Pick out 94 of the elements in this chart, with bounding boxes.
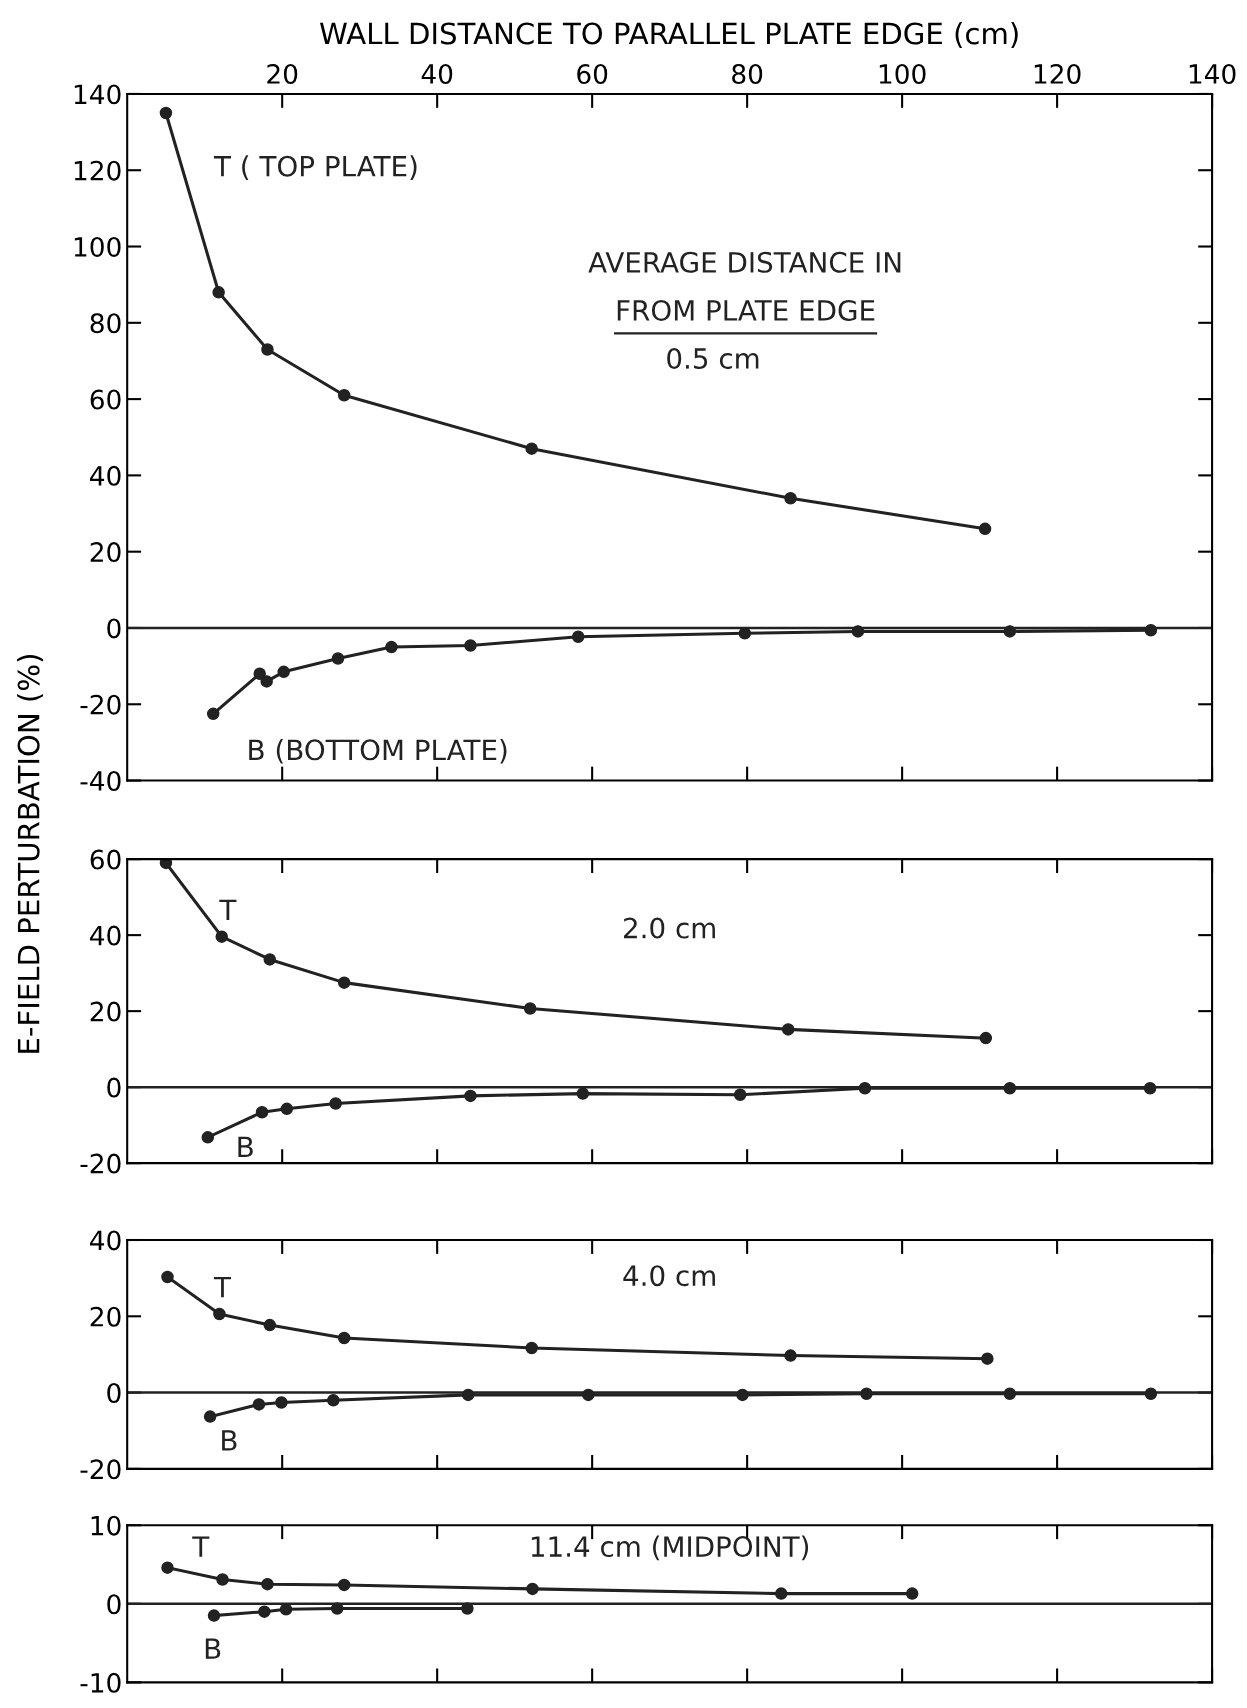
point [252, 1398, 266, 1411]
point [774, 1587, 788, 1600]
x-tick-label: 20 [267, 64, 298, 84]
point [213, 1307, 226, 1321]
point [576, 1087, 590, 1100]
series-label: B [238, 1136, 253, 1158]
point [159, 859, 173, 870]
point [525, 1341, 538, 1355]
y-tick-label: 0 [107, 1594, 121, 1615]
point [464, 1089, 477, 1103]
x-axis-title: WALL DISTANCE TO PARALLEL PLATE EDGE (cm) [319, 21, 1018, 48]
point [979, 1031, 993, 1045]
point [784, 1349, 797, 1362]
point [212, 286, 225, 299]
point [978, 522, 992, 536]
point [260, 675, 273, 688]
y-tick-label: 0 [107, 1077, 121, 1098]
point [337, 389, 351, 402]
point [215, 930, 228, 943]
x-tick-label: 60 [577, 64, 608, 84]
point [464, 639, 477, 652]
annotation: FROM PLATE EDGE [617, 299, 875, 321]
point [263, 953, 277, 966]
point [385, 640, 398, 654]
y-tick-label: 20 [90, 542, 121, 563]
point [523, 1002, 537, 1015]
y-tick-label: 0 [107, 618, 121, 639]
point [525, 442, 538, 455]
series-label: T ( TOP PLATE) [213, 155, 417, 180]
y-tick-label: 60 [90, 389, 121, 410]
series-label: B (BOTTOM PLATE) [249, 738, 507, 764]
point [981, 1352, 994, 1365]
x-tick-label: 120 [1034, 64, 1081, 84]
y-tick-label: 20 [90, 1001, 121, 1022]
point [207, 1609, 221, 1622]
series-label: B [222, 1430, 237, 1451]
y-tick-label: 140 [74, 84, 121, 105]
y-tick-label: 0 [107, 1383, 121, 1403]
point [337, 976, 351, 989]
annotation: AVERAGE DISTANCE IN [588, 251, 901, 273]
y-tick-label: 20 [90, 1306, 121, 1327]
y-tick-label: 40 [90, 465, 121, 486]
annotation: 11.4 cm (MIDPOINT) [531, 1535, 809, 1561]
annotation: 2.0 cm [624, 917, 715, 939]
y-axis-title: E-FIELD PERTURBATION (%) [17, 655, 44, 1053]
y-tick-label: 80 [90, 313, 121, 334]
point [253, 667, 266, 680]
y-tick-label: -40 [80, 771, 121, 791]
point [261, 1577, 274, 1591]
y-tick-label: -20 [80, 1153, 121, 1174]
point [161, 1270, 174, 1284]
x-tick-label: 100 [879, 64, 926, 84]
y-tick-label: 40 [90, 925, 121, 946]
y-tick-label: 40 [90, 1230, 121, 1251]
point [255, 1105, 269, 1119]
point [277, 665, 290, 679]
point [337, 1331, 351, 1345]
point [258, 1605, 271, 1618]
point [784, 492, 797, 505]
series-label: T [192, 1536, 210, 1557]
point [216, 1573, 229, 1586]
y-tick-label: 100 [74, 236, 121, 257]
point [327, 1393, 340, 1407]
series-label: T [213, 1276, 232, 1298]
y-tick-label: 120 [74, 160, 121, 181]
annotation: 4.0 cm [623, 1265, 715, 1287]
annotation: 0.5 cm [667, 347, 759, 369]
point [331, 652, 345, 665]
y-tick-label: 60 [90, 849, 121, 870]
x-tick-label: 40 [421, 64, 453, 84]
point [280, 1102, 294, 1116]
point [263, 1318, 277, 1332]
point [159, 106, 173, 120]
point [261, 343, 274, 356]
point [905, 1587, 919, 1600]
x-tick-label: 140 [1189, 64, 1236, 84]
series-label: B [205, 1638, 221, 1659]
point [526, 1582, 539, 1596]
point [275, 1396, 288, 1409]
point [337, 1578, 351, 1592]
point [201, 1131, 215, 1144]
point [203, 1410, 217, 1423]
y-tick-label: -10 [80, 1672, 121, 1693]
point [206, 707, 220, 721]
point [329, 1097, 342, 1110]
y-tick-label: -20 [80, 1459, 121, 1480]
point [571, 630, 585, 643]
point [733, 1088, 747, 1101]
y-tick-label: -20 [80, 694, 121, 715]
point [161, 1561, 174, 1574]
y-tick-label: 10 [91, 1515, 121, 1536]
x-tick-label: 80 [732, 64, 763, 84]
series-label: T [219, 899, 237, 920]
point [781, 1023, 795, 1036]
